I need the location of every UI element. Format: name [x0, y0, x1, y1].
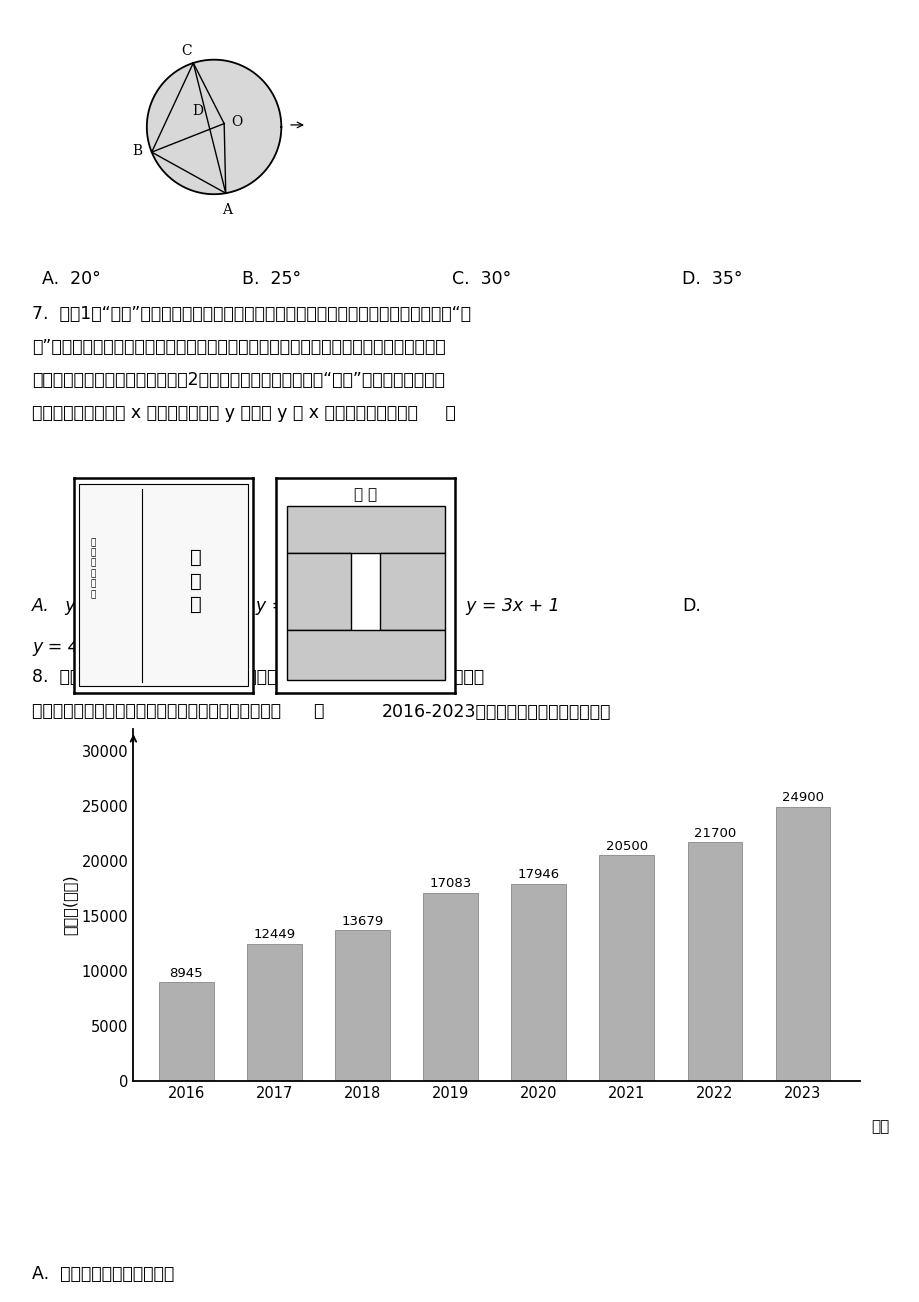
Text: 12449: 12449 [253, 928, 295, 941]
Title: 2016-2023年中国农村网络零售额统计图: 2016-2023年中国农村网络零售额统计图 [381, 703, 611, 720]
Text: 17946: 17946 [517, 867, 559, 880]
Text: 8.  近年来，我国重视农村电子商务的发展．下面的统计图反映了2016—中国农村网络零售: 8. 近年来，我国重视农村电子商务的发展．下面的统计图反映了2016—中国农村网… [32, 668, 483, 686]
Circle shape [147, 60, 281, 194]
Bar [335, 931, 390, 1081]
Text: 燕
几
圖: 燕 几 圖 [189, 548, 201, 615]
Text: 20500: 20500 [605, 840, 647, 853]
Bar [380, 553, 444, 630]
Bar [775, 807, 829, 1081]
Bar [287, 553, 351, 630]
Text: D.: D. [681, 598, 700, 615]
Text: 若设每张桌面的宽为 x 尺，长桌的长为 y 尺，则 y 与 x 的关系可以表示为（     ）: 若设每张桌面的宽为 x 尺，长桌的长为 y 尺，则 y 与 x 的关系可以表示为… [32, 404, 455, 422]
Text: 回 文: 回 文 [354, 487, 377, 503]
Bar [511, 884, 565, 1081]
Text: D.  35°: D. 35° [681, 270, 742, 288]
Text: 7.  如图1，“燕几”即宴几，是世界上最早的一套组合桌，由北宋进士黄伯思设计．全套“燕: 7. 如图1，“燕几”即宴几，是世界上最早的一套组合桌，由北宋进士黄伯思设计．全… [32, 305, 471, 323]
Bar [686, 842, 742, 1081]
Y-axis label: 零食额(亿元): 零食额(亿元) [62, 875, 77, 935]
Text: 年份: 年份 [870, 1120, 889, 1134]
Text: A.  20°: A. 20° [42, 270, 101, 288]
Bar [159, 983, 213, 1081]
Text: 额情况．根据统计图提供的信息，下列结论错误的是（      ）: 额情况．根据统计图提供的信息，下列结论错误的是（ ） [32, 702, 324, 720]
Text: y = 4x +1: y = 4x +1 [32, 638, 119, 656]
Text: 17083: 17083 [429, 878, 471, 891]
Text: 图2: 图2 [337, 574, 357, 592]
Text: 面分开可组合成不同的图形．如图2给出了《燕几图》中名称为“回文”的桌面拼合方式，: 面分开可组合成不同的图形．如图2给出了《燕几图》中名称为“回文”的桌面拼合方式， [32, 371, 445, 389]
Text: 8945: 8945 [169, 966, 203, 979]
Text: C.  30°: C. 30° [451, 270, 511, 288]
Text: A.  中国农村网络零售额最高: A. 中国农村网络零售额最高 [32, 1266, 174, 1282]
Text: 13679: 13679 [341, 914, 383, 927]
Bar [423, 893, 477, 1081]
Bar [247, 944, 301, 1081]
Text: C: C [181, 43, 192, 57]
Text: 21700: 21700 [693, 827, 735, 840]
Bar [287, 505, 444, 553]
Text: B.  25°: B. 25° [242, 270, 301, 288]
Text: B: B [132, 143, 142, 158]
Text: 抄
欲
置
编
原
本: 抄 欲 置 编 原 本 [91, 538, 96, 599]
Text: A: A [221, 203, 232, 216]
Text: 图1: 图1 [140, 574, 160, 592]
Bar [599, 855, 653, 1081]
Text: O: O [231, 116, 242, 129]
Text: C.   y = 3x + 1: C. y = 3x + 1 [432, 598, 559, 615]
Text: D: D [192, 104, 203, 117]
Text: A.   y = 3x: A. y = 3x [32, 598, 123, 615]
Text: 24900: 24900 [781, 792, 823, 805]
Text: B.   y = 4x: B. y = 4x [221, 598, 312, 615]
Bar [287, 630, 444, 680]
Text: 几”一共有七张桌子，包括两张长桌、两张中桌和三张小桌，每张桌面的宽都相等．七张桌: 几”一共有七张桌子，包括两张长桌、两张中桌和三张小桌，每张桌面的宽都相等．七张桌 [32, 339, 445, 355]
